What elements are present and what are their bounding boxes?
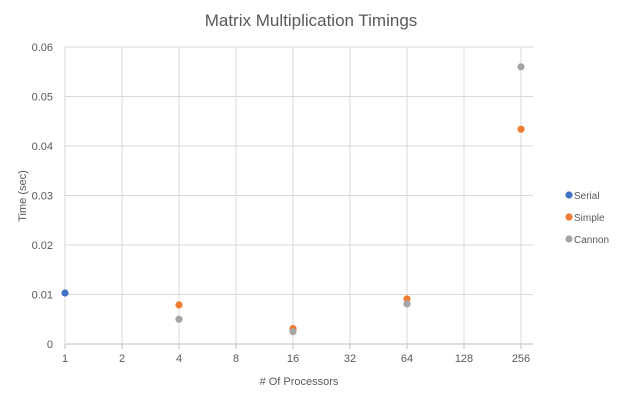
x-axis-title: # Of Processors [260,376,339,388]
legend: Serial Simple Cannon [565,191,609,246]
cannon-data-point [289,328,297,336]
cannon-legend-label: Cannon [574,235,609,246]
serial-data-point [61,289,69,297]
x-tick-label: 64 [401,353,413,365]
simple-legend-label: Simple [574,213,605,224]
serial-legend-marker [565,191,573,199]
cannon-data-point [517,63,525,71]
grid [65,46,533,344]
x-tick-label: 128 [455,353,473,365]
data-points [61,63,525,336]
y-tick-label: 0 [47,339,53,351]
x-tick-label: 2 [119,353,125,365]
simple-data-point [517,125,525,133]
simple-legend-marker [565,213,573,221]
cannon-legend-marker [565,235,573,243]
simple-data-point [175,301,183,309]
x-tick-label: 32 [344,353,356,365]
tick-labels: 0 0.01 0.02 0.03 0.04 0.05 0.06 1 2 4 8 16 32 64 128 25… [32,42,531,365]
cannon-data-point [403,300,411,308]
x-tick-label: 256 [512,353,530,365]
y-axis-title: Time (sec) [17,170,29,222]
x-tick-label: 16 [287,353,299,365]
x-tick-label: 4 [176,353,182,365]
y-tick-label: 0.06 [32,42,53,54]
y-tick-label: 0.01 [32,290,53,302]
simple-data-point [403,295,411,303]
cannon-data-point [175,315,183,323]
chart-title: Matrix Multiplication Timings [205,11,418,30]
serial-legend-label: Serial [574,191,600,202]
x-tick-label: 1 [62,353,68,365]
y-tick-label: 0.02 [32,240,53,252]
y-tick-label: 0.05 [32,92,53,104]
y-tick-label: 0.04 [32,141,53,153]
axes [64,47,533,349]
x-tick-label: 8 [233,353,239,365]
y-tick-label: 0.03 [32,191,53,203]
